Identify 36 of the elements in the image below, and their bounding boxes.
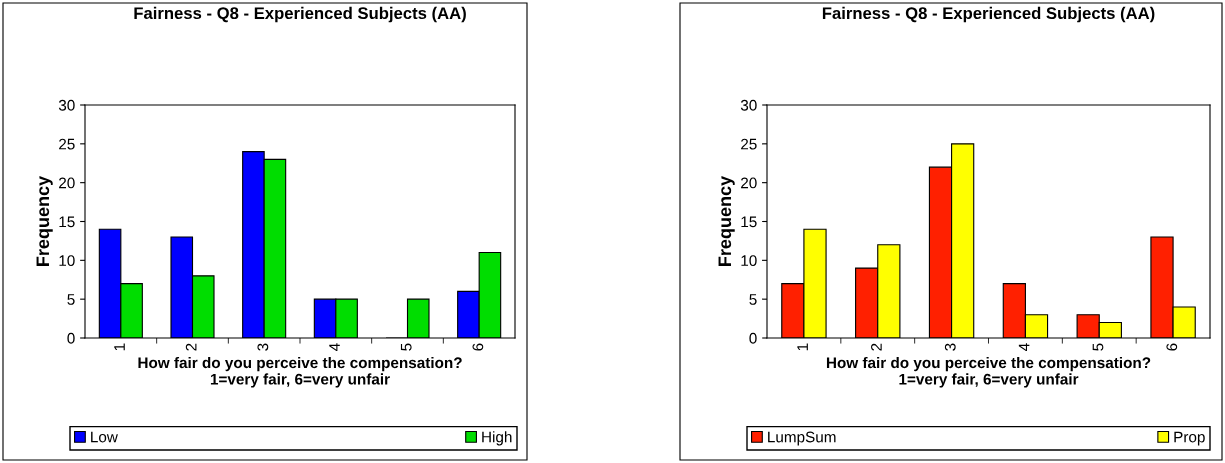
y-tick-label: 30 (740, 99, 757, 111)
legend-label: High (482, 431, 512, 446)
x-axis-title: How fair do you perceive the compensation? 1=very fair, 6=very unfair (138, 356, 462, 388)
y-tick-label: 0 (67, 332, 75, 344)
y-tick-label: 20 (741, 177, 757, 189)
x-tick-label: 4 (329, 343, 340, 352)
x-tick-label: 4 (1018, 343, 1030, 352)
x-tick-label: 5 (1092, 343, 1104, 351)
y-tick-label: 0 (749, 332, 757, 344)
legend-label: Prop (1174, 431, 1205, 446)
legend-label: Low (91, 431, 118, 443)
legend-label: LumpSum (768, 431, 836, 446)
y-axis-title: Frequency (36, 175, 53, 266)
y-axis-title: Frequency (718, 175, 735, 266)
y-tick-label: 5 (67, 294, 75, 305)
x-tick-label: 6 (472, 343, 484, 351)
chart-title: Fairness - Q8 - Experienced Subjects (AA) (822, 6, 1155, 23)
x-tick-label: 6 (1166, 343, 1178, 351)
y-tick-label: 5 (749, 294, 757, 305)
y-tick-label: 25 (59, 138, 75, 150)
chart-title: Fairness - Q8 - Experienced Subjects (AA) (134, 6, 466, 23)
x-axis-title: How fair do you perceive the compensation? 1=very fair, 6=very unfair (826, 356, 1151, 388)
x-tick-label: 3 (944, 343, 956, 351)
x-tick-label: 2 (871, 343, 882, 351)
y-tick-label: 30 (58, 99, 75, 111)
x-tick-label: 2 (185, 343, 197, 351)
x-tick-label: 5 (400, 343, 412, 351)
y-tick-label: 20 (59, 177, 75, 189)
x-tick-label: 1 (797, 343, 808, 351)
y-tick-label: 10 (59, 255, 75, 267)
y-tick-label: 15 (741, 216, 757, 228)
x-tick-label: 3 (257, 343, 269, 351)
y-tick-label: 25 (741, 138, 757, 150)
y-tick-label: 10 (741, 255, 757, 267)
y-tick-label: 15 (59, 216, 75, 228)
x-tick-label: 1 (114, 343, 125, 351)
